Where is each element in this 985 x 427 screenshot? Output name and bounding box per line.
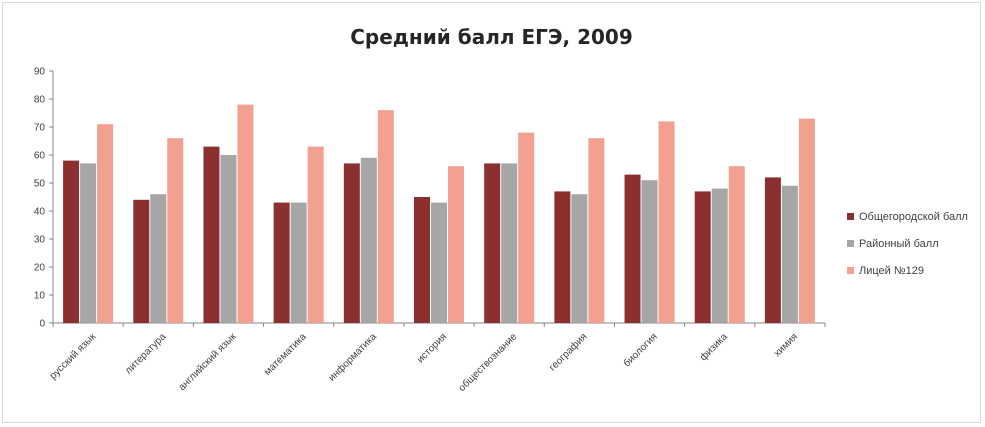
y-tick-label: 80: [34, 95, 46, 106]
bar-3-10: [728, 166, 745, 323]
bar-2-11: [781, 185, 798, 323]
y-tick-label: 40: [34, 207, 46, 218]
chart-title: Средний балл ЕГЭ, 2009: [350, 25, 633, 49]
y-tick-label: 50: [34, 179, 46, 190]
bar-3-6: [448, 166, 464, 323]
bar-1-2: [133, 199, 150, 323]
x-category-label: математика: [262, 331, 309, 378]
y-tick-label: 90: [34, 67, 46, 78]
y-tick-label: 60: [34, 151, 46, 162]
bar-2-10: [711, 188, 728, 323]
bar-1-4: [273, 202, 290, 323]
bar-3-7: [518, 132, 535, 323]
y-tick-label: 70: [34, 123, 46, 134]
bar-2-5: [360, 157, 377, 323]
bar-1-6: [414, 197, 430, 323]
bar-chart: 0 10 20 30 40 50 60 70 80 90 русский язык литератур…: [34, 67, 968, 394]
x-category-label: обществознание: [456, 330, 520, 394]
x-category-label: история: [415, 331, 449, 365]
legend-label: Общегородской балл: [859, 211, 968, 223]
chart-area: Средний балл ЕГЭ, 2009 0 10 20 30 40 50 60 70 80…: [2, 2, 981, 423]
bar-3-1: [97, 124, 114, 323]
bar-1-3: [203, 146, 220, 323]
x-category-label: физика: [697, 330, 730, 363]
bar-1-10: [694, 191, 711, 323]
x-category-label: русский язык: [48, 331, 99, 382]
bar-3-3: [237, 104, 254, 323]
bar-3-9: [658, 121, 675, 324]
bar-2-4: [290, 202, 307, 323]
x-category-label: информатика: [326, 330, 379, 383]
bar-3-8: [588, 138, 605, 323]
x-category-label: литература: [123, 331, 169, 377]
bar-2-3: [220, 155, 237, 323]
bar-3-4: [307, 146, 324, 323]
bar-3-2: [167, 138, 184, 323]
bar-1-11: [764, 177, 781, 323]
bar-2-6: [431, 202, 447, 323]
y-tick-label: 0: [39, 319, 45, 330]
y-tick-label: 20: [34, 263, 46, 274]
bar-2-1: [80, 163, 97, 323]
y-tick-label: 10: [34, 291, 46, 302]
bar-2-8: [571, 194, 588, 323]
bar-1-5: [343, 163, 360, 323]
bar-1-7: [484, 163, 501, 323]
bar-3-11: [798, 118, 815, 323]
bar-2-9: [641, 180, 658, 323]
bar-1-8: [554, 191, 571, 323]
bar-1-1: [63, 160, 80, 323]
legend-label: Лицей №129: [859, 265, 924, 277]
bar-2-2: [150, 194, 167, 323]
legend-swatch: [847, 267, 854, 274]
x-category-label: английский язык: [177, 331, 239, 393]
legend-label: Районный балл: [859, 238, 939, 250]
x-category-label: биология: [621, 331, 660, 370]
bar-3-5: [377, 110, 394, 323]
legend-swatch: [847, 240, 854, 247]
bar-2-7: [501, 163, 518, 323]
x-category-label: химия: [772, 331, 800, 359]
bar-1-9: [624, 174, 641, 323]
x-category-label: география: [547, 331, 590, 374]
legend-swatch: [847, 213, 854, 220]
y-tick-label: 30: [34, 235, 46, 246]
